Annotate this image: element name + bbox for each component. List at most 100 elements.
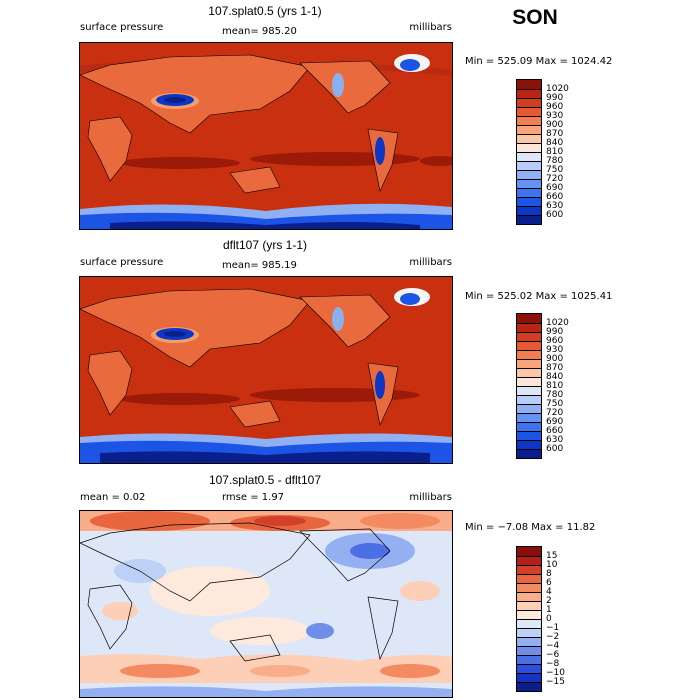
colorbar-swatch [517, 646, 541, 655]
colorbar-swatch [517, 386, 541, 395]
colorbar-tick-label: 600 [546, 210, 564, 220]
colorbar-swatch [517, 332, 541, 341]
colorbar-tick-label: 930 [546, 111, 564, 121]
panel2-minmax: Min = 525.02 Max = 1025.41 [465, 291, 613, 302]
colorbar-swatch [517, 206, 541, 215]
panel1-units: millibars [409, 22, 452, 33]
colorbar-swatch [517, 431, 541, 440]
colorbar-swatch [517, 395, 541, 404]
colorbar-swatch [517, 422, 541, 431]
colorbar-swatch [517, 619, 541, 628]
colorbar-swatch [517, 610, 541, 619]
colorbar-swatch [517, 682, 541, 691]
panel3-title: 107.splat0.5 - dflt107 [208, 473, 322, 487]
colorbar-swatch [517, 628, 541, 637]
colorbar-tick-label: 750 [546, 165, 564, 175]
colorbar-swatch [517, 368, 541, 377]
colorbar-tick-label: 4 [546, 587, 552, 597]
colorbar-swatch [517, 404, 541, 413]
colorbar-swatch [517, 116, 541, 125]
colorbar-swatch [517, 547, 541, 556]
colorbar-swatch [517, 556, 541, 565]
colorbar-swatch [517, 134, 541, 143]
colorbar-tick-label: 630 [546, 201, 564, 211]
colorbar-tick-label: 750 [546, 399, 564, 409]
panel2-variable: surface pressure [80, 257, 164, 268]
colorbar-tick-label: 720 [546, 408, 564, 418]
colorbar-tick-label: 900 [546, 354, 564, 364]
colorbar-swatch [517, 413, 541, 422]
colorbar-tick-label: 810 [546, 147, 564, 157]
panel1-variable: surface pressure [80, 22, 164, 33]
colorbar-swatch [517, 565, 541, 574]
colorbar-tick-label: −6 [546, 650, 560, 660]
colorbar-tick-label: 960 [546, 102, 564, 112]
colorbar-swatch [517, 161, 541, 170]
panel3-minmax: Min = −7.08 Max = 11.82 [465, 522, 596, 533]
panel2-colorbar: 600 630 660 690 720 750 780 810 840 870 900 930 960 9… [516, 313, 569, 459]
colorbar-tick-label: −2 [546, 632, 560, 642]
colorbar-tick-label: 10 [546, 560, 558, 570]
colorbar-tick-label: 8 [546, 569, 552, 579]
colorbar-swatch [517, 341, 541, 350]
colorbar-tick-label: 930 [546, 345, 564, 355]
panel3-mean: mean = 0.02 [80, 492, 146, 503]
colorbar-swatch [517, 323, 541, 332]
colorbar-tick-label: 1 [546, 605, 552, 615]
colorbar-swatch [517, 350, 541, 359]
colorbar-swatch [517, 449, 541, 458]
colorbar-swatch [517, 215, 541, 224]
colorbar-tick-label: 960 [546, 336, 564, 346]
panel3-units: millibars [409, 492, 452, 503]
colorbar-tick-label: 900 [546, 120, 564, 130]
colorbar-tick-label: 780 [546, 156, 564, 166]
colorbar-swatch [517, 125, 541, 134]
colorbar-swatch [517, 583, 541, 592]
colorbar-swatch [517, 188, 541, 197]
colorbar-tick-label: 0 [546, 614, 552, 624]
colorbar-tick-label: 1020 [546, 318, 569, 328]
colorbar-swatch [517, 637, 541, 646]
panel2-mean: mean= 985.19 [222, 260, 297, 271]
colorbar-tick-label: −4 [546, 641, 560, 651]
colorbar-swatch [517, 170, 541, 179]
panel3-rmse: rmse = 1.97 [222, 492, 285, 503]
colorbar-swatch [517, 197, 541, 206]
panel3-map [79, 510, 453, 698]
colorbar-swatch [517, 179, 541, 188]
colorbar-tick-label: 660 [546, 426, 564, 436]
colorbar-tick-label: −10 [546, 668, 565, 678]
colorbar-tick-label: 2 [546, 596, 552, 606]
colorbar-tick-label: 600 [546, 444, 564, 454]
colorbar-tick-label: 990 [546, 93, 564, 103]
colorbar-tick-label: 840 [546, 138, 564, 148]
colorbar-swatch [517, 574, 541, 583]
colorbar-swatch [517, 359, 541, 368]
colorbar-swatch [517, 601, 541, 610]
colorbar-tick-label: 630 [546, 435, 564, 445]
panel2-map [79, 276, 453, 464]
colorbar-tick-label: −15 [546, 677, 565, 687]
colorbar-tick-label: −8 [546, 659, 560, 669]
colorbar-tick-label: 990 [546, 327, 564, 337]
colorbar-tick-label: 720 [546, 174, 564, 184]
panel1-colorbar: 600 630 660 690 720 750 780 810 840 870 900 930 960 9… [516, 79, 569, 225]
colorbar-swatch [517, 440, 541, 449]
colorbar-tick-label: −1 [546, 623, 560, 633]
colorbar-swatch [517, 107, 541, 116]
season-title: SON [512, 6, 558, 29]
colorbar-tick-label: 810 [546, 381, 564, 391]
colorbar-tick-label: 660 [546, 192, 564, 202]
colorbar-swatch [517, 664, 541, 673]
colorbar-swatch [517, 655, 541, 664]
colorbar-swatch [517, 592, 541, 601]
panel3-colorbar: −15 −10 −8 −6 −4 −2 −1 0 1 2 4 6 8 10 15 [516, 546, 565, 692]
colorbar-swatch [517, 314, 541, 323]
panel1-map [79, 42, 453, 230]
colorbar-tick-label: 870 [546, 363, 564, 373]
colorbar-tick-label: 840 [546, 372, 564, 382]
colorbar-tick-label: 15 [546, 551, 558, 561]
colorbar-swatch [517, 80, 541, 89]
colorbar-tick-label: 690 [546, 417, 564, 427]
colorbar-tick-label: 6 [546, 578, 552, 588]
